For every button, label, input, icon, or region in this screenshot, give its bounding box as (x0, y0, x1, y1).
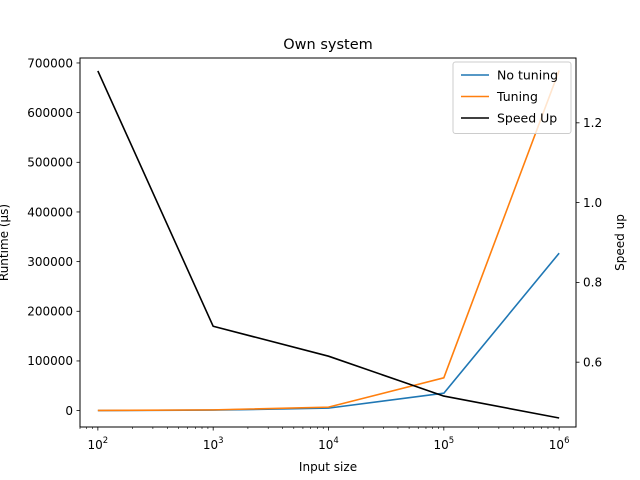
x-tick-label: 105 (433, 436, 454, 452)
x-tick-label: 102 (88, 436, 109, 452)
y-left-tick-label: 400000 (27, 205, 73, 219)
legend-box (452, 61, 572, 134)
y-left-tick-label: 600000 (27, 106, 73, 120)
legend-label: Speed Up (497, 111, 557, 126)
legend-label: No tuning (497, 68, 558, 83)
y-left-tick-label: 0 (65, 404, 73, 418)
plot-lines (97, 70, 560, 419)
y-right-tick-label: 0.8 (583, 276, 602, 290)
y-left-tick-label: 200000 (27, 305, 73, 319)
chart-title: Own system (283, 37, 373, 53)
y-left-tick-label: 100000 (27, 354, 73, 368)
legend: No tuning Tuning Speed Up (452, 61, 572, 134)
y-right-tick-label: 0.6 (583, 355, 602, 369)
x-tick-label: 104 (318, 436, 339, 452)
y-axis-right: 0.6 0.8 1.0 1.2 (576, 116, 602, 369)
x-tick-label: 103 (203, 436, 224, 452)
y-axis-left: 0 100000 200000 300000 400000 500000 600000 700… (27, 56, 80, 418)
y-axis-left-label: Runtime (µs) (0, 204, 11, 281)
x-axis-label: Input size (299, 460, 357, 474)
legend-label: Tuning (496, 89, 538, 104)
y-axis-right-label: Speed up (613, 214, 627, 271)
series-line-2 (97, 70, 560, 419)
y-right-tick-label: 1.2 (583, 116, 602, 130)
y-right-tick-label: 1.0 (583, 196, 602, 210)
plot-frame (79, 57, 577, 428)
series-line-0 (97, 252, 560, 412)
y-left-tick-label: 700000 (27, 56, 73, 70)
y-left-tick-label: 500000 (27, 156, 73, 170)
x-tick-label: 106 (549, 436, 570, 452)
series-line-1 (97, 70, 560, 412)
x-axis: 102 103 104 105 106 (79, 427, 570, 452)
y-left-tick-label: 300000 (27, 255, 73, 269)
